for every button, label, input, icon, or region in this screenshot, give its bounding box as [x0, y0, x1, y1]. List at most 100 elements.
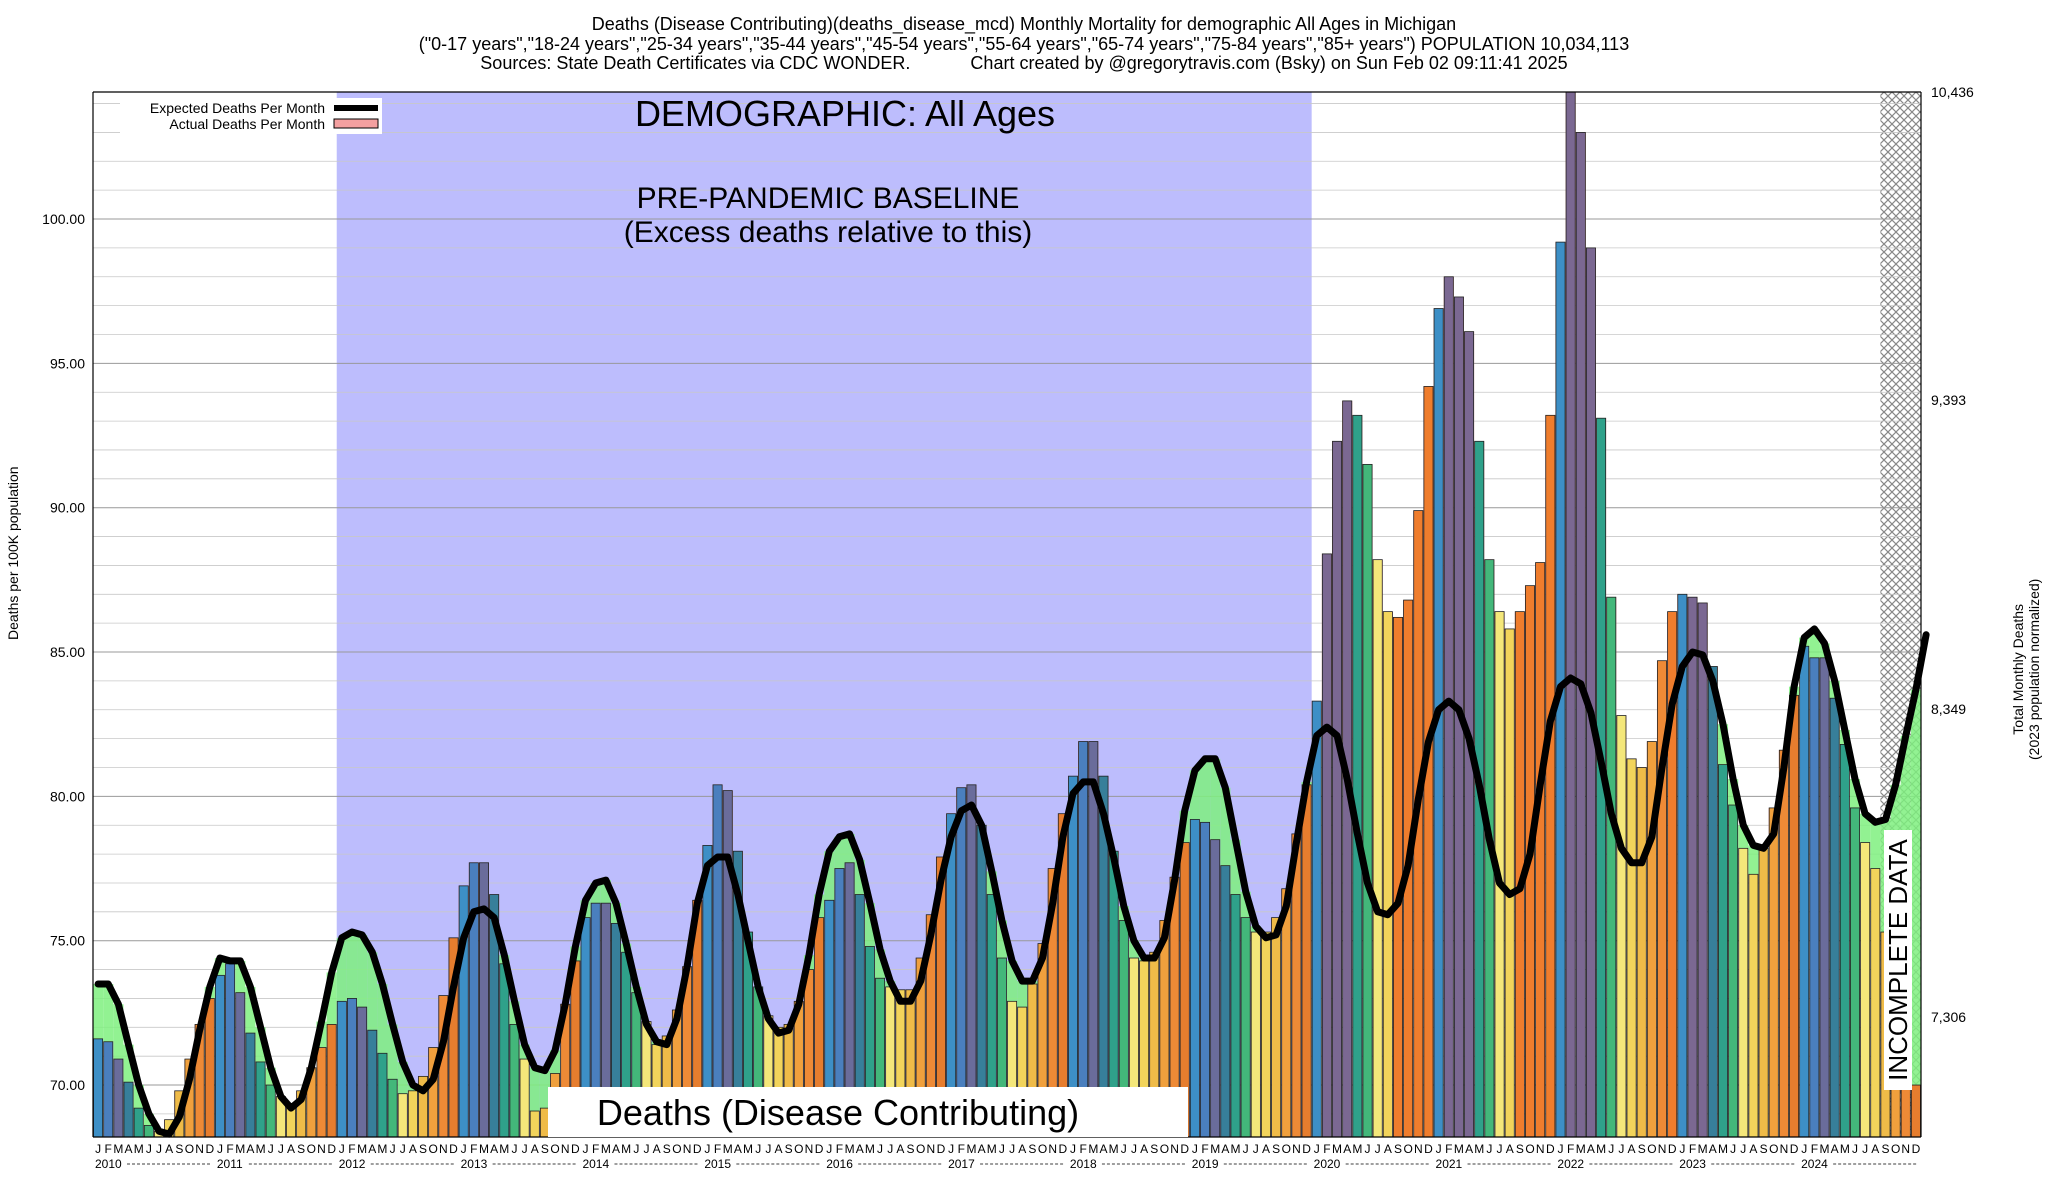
x-month-tick: S — [907, 1142, 915, 1156]
x-month-tick: M — [1231, 1142, 1241, 1156]
bar-2022-8 — [1626, 758, 1637, 1138]
bar-2023-7 — [1738, 847, 1749, 1138]
x-month-tick: J — [522, 1142, 528, 1156]
x-month-tick: M — [1576, 1142, 1586, 1156]
expected-excess-fill — [357, 934, 368, 1008]
x-month-tick: O — [1282, 1142, 1291, 1156]
x-month-tick: O — [1647, 1142, 1656, 1156]
x-month-tick: D — [1424, 1142, 1433, 1156]
x-month-tick: J — [755, 1142, 761, 1156]
x-month-tick: J — [1862, 1142, 1868, 1156]
x-month-tick: D — [1059, 1142, 1068, 1156]
x-month-tick: O — [1403, 1142, 1412, 1156]
bar-2021-12 — [1545, 414, 1556, 1138]
baseline-label-2: (Excess deaths relative to this) — [624, 216, 1033, 249]
x-month-tick: J — [643, 1142, 649, 1156]
x-month-tick: J — [278, 1142, 284, 1156]
x-month-tick: O — [550, 1142, 559, 1156]
expected-excess-fill — [1199, 758, 1211, 823]
bar-2020-7 — [1372, 559, 1383, 1138]
bar-2024-6 — [1850, 807, 1860, 1138]
x-month-tick: N — [805, 1142, 814, 1156]
x-month-tick: D — [205, 1142, 214, 1156]
y-right-tick-label: 8,349 — [1931, 701, 1966, 717]
bar-2022-4 — [1585, 247, 1596, 1138]
bar-2010-2 — [103, 1041, 114, 1138]
x-month-tick: D — [327, 1142, 336, 1156]
expected-excess-fill — [1738, 825, 1749, 849]
x-month-tick: S — [175, 1142, 183, 1156]
x-month-tick: J — [146, 1142, 152, 1156]
x-month-tick: M — [966, 1142, 976, 1156]
bar-2019-6 — [1240, 917, 1251, 1138]
x-year-label: 2011 — [217, 1157, 243, 1171]
x-month-tick: J — [511, 1142, 517, 1156]
x-month-tick: A — [612, 1142, 620, 1156]
x-month-tick: J — [765, 1142, 771, 1156]
bar-2021-11 — [1535, 562, 1546, 1138]
bottom-title-box — [548, 1087, 1188, 1137]
x-month-tick: J — [1375, 1142, 1381, 1156]
bar-2010-1 — [93, 1038, 104, 1138]
x-month-tick: M — [357, 1142, 367, 1156]
expected-excess-fill — [1189, 770, 1200, 820]
x-month-tick: A — [531, 1142, 539, 1156]
expected-excess-fill — [824, 851, 835, 901]
y-right-tick-label: 9,393 — [1931, 392, 1966, 408]
x-month-tick: J — [217, 1142, 223, 1156]
bar-2023-12 — [1789, 694, 1800, 1138]
x-month-tick: N — [683, 1142, 692, 1156]
x-month-tick: D — [693, 1142, 702, 1156]
bar-2010-4 — [123, 1081, 134, 1138]
x-month-tick: F — [1445, 1142, 1452, 1156]
legend-expected-label: Expected Deaths Per Month — [150, 100, 325, 116]
expected-excess-fill — [1809, 628, 1820, 658]
bar-2010-12 — [204, 998, 215, 1138]
x-month-tick: F — [1567, 1142, 1574, 1156]
x-month-tick: M — [987, 1142, 997, 1156]
x-month-tick: M — [1109, 1142, 1119, 1156]
x-month-tick: J — [1253, 1142, 1259, 1156]
bar-2024-1 — [1799, 645, 1810, 1138]
y-left-tick-label: 80.00 — [50, 788, 85, 804]
expected-excess-fill — [336, 937, 347, 1002]
x-month-tick: M — [845, 1142, 855, 1156]
x-month-tick: D — [449, 1142, 458, 1156]
x-month-tick: J — [877, 1142, 883, 1156]
bar-2018-2 — [1078, 741, 1089, 1138]
expected-excess-fill — [1230, 839, 1241, 895]
x-month-tick: J — [268, 1142, 274, 1156]
x-month-tick: J — [461, 1142, 467, 1156]
bar-2012-5 — [377, 1052, 388, 1138]
bar-2023-5 — [1717, 764, 1728, 1138]
expected-excess-fill — [1849, 779, 1861, 808]
expected-excess-fill — [1007, 960, 1018, 1002]
bar-2011-12 — [326, 1024, 337, 1138]
x-year-label: 2024 — [1801, 1157, 1828, 1171]
x-month-tick: A — [734, 1142, 742, 1156]
bar-2023-9 — [1758, 847, 1769, 1138]
bar-2020-8 — [1382, 611, 1393, 1138]
x-month-tick: F — [226, 1142, 233, 1156]
x-month-tick: A — [490, 1142, 498, 1156]
y-left-tick-label: 95.00 — [50, 355, 85, 371]
chart-title-line-3: Sources: State Death Certificates via CD… — [480, 53, 1568, 73]
bar-2015-3 — [722, 790, 733, 1138]
x-month-tick: A — [1343, 1142, 1351, 1156]
expected-excess-fill — [245, 986, 256, 1034]
bar-2011-6 — [265, 1084, 276, 1138]
x-month-tick: A — [1140, 1142, 1148, 1156]
bar-2012-3 — [357, 1006, 368, 1138]
x-month-tick: M — [1596, 1142, 1606, 1156]
chart-title-line-1: Deaths (Disease Contributing)(deaths_dis… — [591, 14, 1457, 34]
bar-2011-8 — [286, 1107, 297, 1138]
y-right-tick-label: 10,436 — [1931, 84, 1974, 100]
x-month-tick: M — [1474, 1142, 1484, 1156]
x-month-tick: M — [1840, 1142, 1850, 1156]
expected-excess-fill — [600, 880, 611, 904]
x-month-tick: M — [865, 1142, 875, 1156]
incomplete-data-label: INCOMPLETE DATA — [1883, 838, 1913, 1080]
bar-2022-9 — [1636, 767, 1647, 1138]
x-month-tick: J — [390, 1142, 396, 1156]
x-month-tick: J — [1679, 1142, 1685, 1156]
